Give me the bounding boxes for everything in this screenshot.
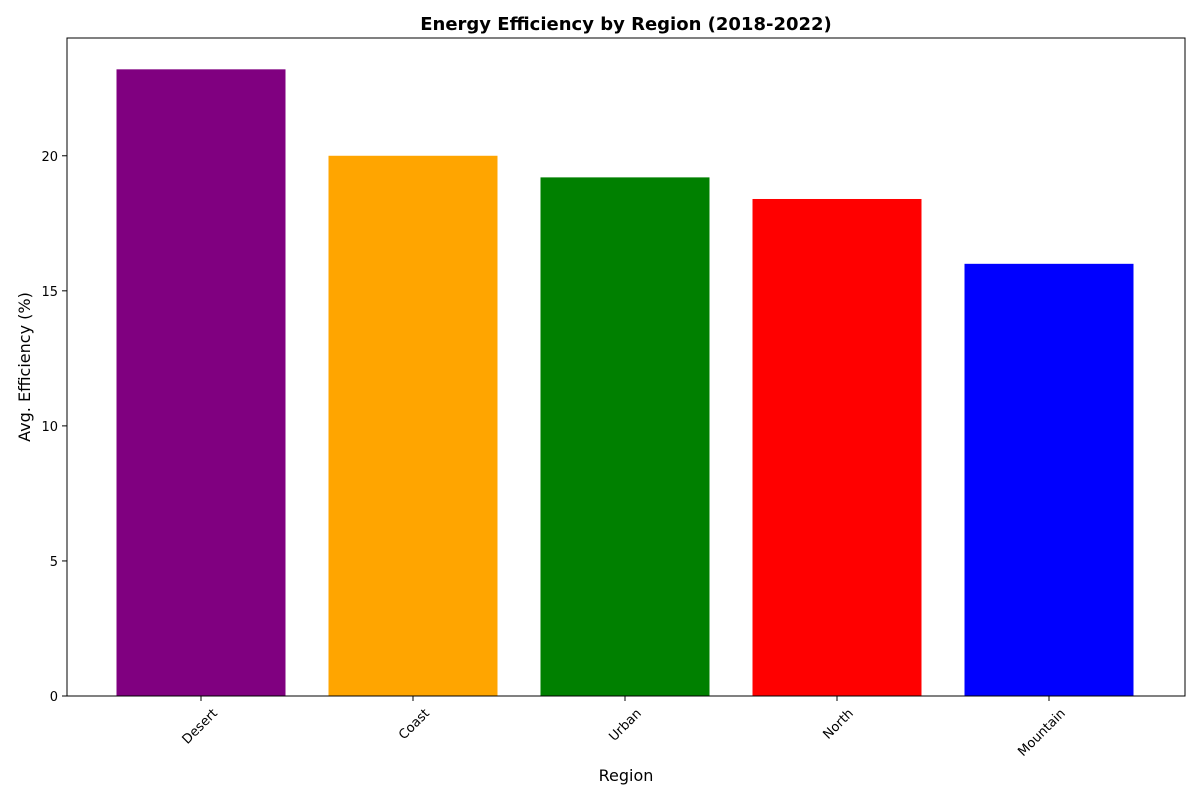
x-tick-label: Mountain [1015,706,1068,759]
y-tick-label: 5 [50,555,58,570]
x-tick-label: Urban [606,706,644,744]
x-axis-label: Region [599,766,654,785]
bar-urban [540,177,710,697]
y-tick-label: 10 [41,420,58,435]
y-tick-label: 0 [50,690,58,705]
y-axis-ticks: 0 5 10 15 20 [41,150,67,705]
bar-north [752,198,922,696]
bars-group [116,69,1134,697]
bar-mountain [964,263,1134,696]
x-tick-label: Coast [396,706,433,743]
y-axis-label: Avg. Efficiency (%) [15,292,34,442]
x-tick-label: Desert [180,706,221,747]
chart-title: Energy Efficiency by Region (2018-2022) [420,14,832,35]
plot-frame [66,37,1186,697]
x-axis-ticks: Desert Coast Urban North Mountain [180,696,1069,760]
x-tick-label: North [821,706,857,742]
y-tick-label: 15 [41,285,58,300]
bar-desert [116,69,286,697]
bar-coast [328,155,498,696]
y-tick-label: 20 [41,150,58,165]
